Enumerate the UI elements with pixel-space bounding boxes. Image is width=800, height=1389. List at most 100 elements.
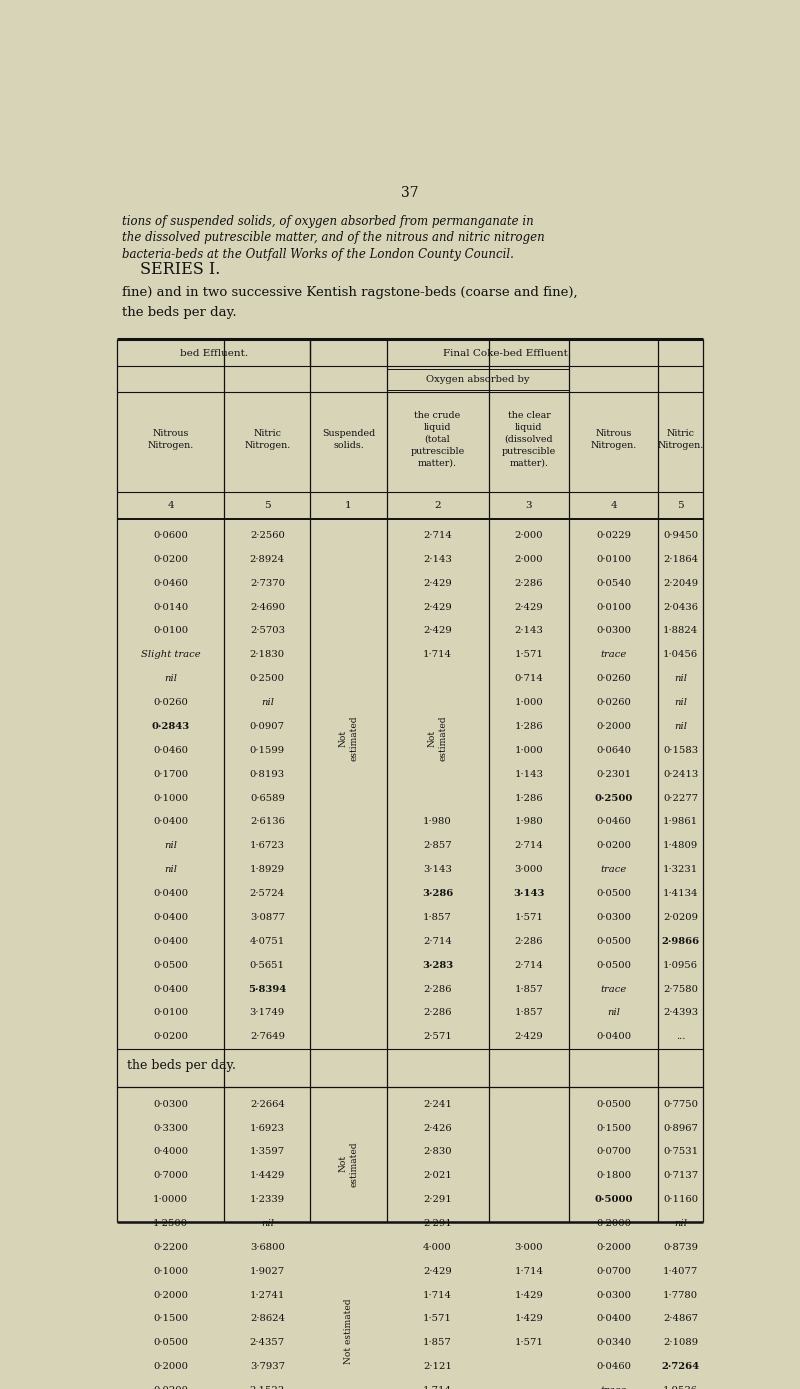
Text: 1·571: 1·571	[514, 1339, 543, 1347]
Text: 0·714: 0·714	[514, 674, 543, 683]
Text: Nitrogen.: Nitrogen.	[590, 440, 637, 450]
Text: 0·0300: 0·0300	[596, 1290, 631, 1300]
Text: 2·021: 2·021	[423, 1171, 452, 1181]
Text: 2·429: 2·429	[423, 626, 452, 636]
Text: Nitrous: Nitrous	[153, 429, 189, 438]
Text: Slight trace: Slight trace	[141, 650, 201, 660]
Text: 3·000: 3·000	[514, 865, 543, 874]
Text: 0·8193: 0·8193	[250, 770, 285, 779]
Text: 0·7000: 0·7000	[153, 1171, 188, 1181]
Text: 0·2200: 0·2200	[153, 1243, 188, 1251]
Text: 1·571: 1·571	[514, 913, 543, 922]
Text: 0·1700: 0·1700	[153, 770, 188, 779]
Text: nil: nil	[261, 1220, 274, 1228]
Text: 0·0260: 0·0260	[597, 674, 631, 683]
Text: 2·429: 2·429	[514, 603, 543, 611]
Text: 2·714: 2·714	[514, 961, 543, 970]
Text: 1·857: 1·857	[423, 913, 452, 922]
Text: liquid: liquid	[424, 422, 451, 432]
Text: 2·5724: 2·5724	[250, 889, 285, 899]
Text: 0·2500: 0·2500	[594, 793, 633, 803]
Text: 0·0300: 0·0300	[153, 1100, 188, 1108]
Text: 1·714: 1·714	[423, 650, 452, 660]
Text: 2·1830: 2·1830	[250, 650, 285, 660]
Text: 0·0100: 0·0100	[596, 603, 631, 611]
Text: 0·0200: 0·0200	[153, 1386, 188, 1389]
Text: matter).: matter).	[510, 458, 549, 468]
Text: 3·7937: 3·7937	[250, 1363, 285, 1371]
Text: 4·000: 4·000	[423, 1243, 452, 1251]
Text: 1·571: 1·571	[423, 1314, 452, 1324]
Text: 2·000: 2·000	[514, 531, 543, 540]
Text: 0·2277: 0·2277	[663, 793, 698, 803]
Text: 0·0500: 0·0500	[153, 961, 188, 970]
Text: 1·714: 1·714	[423, 1290, 452, 1300]
Text: 0·0907: 0·0907	[250, 722, 285, 731]
Text: 0·0100: 0·0100	[596, 554, 631, 564]
Text: trace: trace	[601, 865, 627, 874]
Text: 2·429: 2·429	[423, 1267, 452, 1275]
Text: 1·714: 1·714	[514, 1267, 543, 1275]
Text: 2·857: 2·857	[423, 842, 452, 850]
Text: solids.: solids.	[333, 440, 364, 450]
Text: 1·3231: 1·3231	[663, 865, 698, 874]
Text: 0·0300: 0·0300	[596, 626, 631, 636]
Text: 0·5000: 0·5000	[594, 1195, 633, 1204]
Text: 1·980: 1·980	[423, 818, 452, 826]
Text: 3·0877: 3·0877	[250, 913, 285, 922]
Text: 1·2500: 1·2500	[153, 1220, 188, 1228]
Text: 2·291: 2·291	[423, 1195, 452, 1204]
Text: 0·0400: 0·0400	[596, 1314, 631, 1324]
Text: the beds per day.: the beds per day.	[122, 306, 236, 318]
Text: 0·0400: 0·0400	[153, 985, 188, 993]
Text: 2·000: 2·000	[514, 554, 543, 564]
Text: 1·143: 1·143	[514, 770, 543, 779]
Text: 0·0460: 0·0460	[153, 579, 188, 588]
Text: 2·571: 2·571	[423, 1032, 452, 1042]
Text: 1·0456: 1·0456	[663, 650, 698, 660]
Text: 4·0751: 4·0751	[250, 936, 285, 946]
Text: 1·6723: 1·6723	[250, 842, 285, 850]
Text: 1·9027: 1·9027	[250, 1267, 285, 1275]
Text: 2·286: 2·286	[423, 1008, 452, 1017]
Text: 2·2560: 2·2560	[250, 531, 285, 540]
Text: 0·2301: 0·2301	[596, 770, 631, 779]
Text: 0·2000: 0·2000	[153, 1290, 188, 1300]
Text: Not
estimated: Not estimated	[338, 715, 358, 761]
Text: 3·283: 3·283	[422, 961, 453, 970]
Text: 2·7264: 2·7264	[662, 1363, 700, 1371]
Text: Nitrous: Nitrous	[596, 429, 632, 438]
Text: 2·1864: 2·1864	[663, 554, 698, 564]
Text: 0·7750: 0·7750	[663, 1100, 698, 1108]
Text: 0·0300: 0·0300	[596, 913, 631, 922]
Text: bacteria-beds at the Outfall Works of the London County Council.: bacteria-beds at the Outfall Works of th…	[122, 249, 514, 261]
Text: 0·8739: 0·8739	[663, 1243, 698, 1251]
Text: 2: 2	[434, 501, 441, 510]
Text: 2·143: 2·143	[423, 554, 452, 564]
Text: 0·0400: 0·0400	[153, 889, 188, 899]
Text: 1·000: 1·000	[514, 746, 543, 754]
Text: 1·980: 1·980	[514, 818, 543, 826]
Text: putrescible: putrescible	[502, 447, 556, 456]
Text: 3·000: 3·000	[514, 1243, 543, 1251]
Text: 1·6923: 1·6923	[250, 1124, 285, 1132]
Text: 1·857: 1·857	[514, 1008, 543, 1017]
Text: 3·143: 3·143	[513, 889, 545, 899]
Text: 0·0500: 0·0500	[596, 1100, 631, 1108]
Text: 0·0700: 0·0700	[596, 1267, 631, 1275]
Text: 2·2664: 2·2664	[250, 1100, 285, 1108]
Text: 2·5703: 2·5703	[250, 626, 285, 636]
Text: 1·4134: 1·4134	[663, 889, 698, 899]
Text: nil: nil	[674, 722, 687, 731]
Text: 2·9866: 2·9866	[662, 936, 700, 946]
Text: 0·0200: 0·0200	[596, 842, 631, 850]
Text: (total: (total	[425, 435, 450, 443]
Text: 1·9861: 1·9861	[663, 818, 698, 826]
Text: 2·286: 2·286	[423, 985, 452, 993]
Text: 1·4809: 1·4809	[663, 842, 698, 850]
Text: 0·0260: 0·0260	[597, 699, 631, 707]
Text: 1·0000: 1·0000	[153, 1195, 188, 1204]
Text: 0·2000: 0·2000	[596, 1220, 631, 1228]
Text: 5: 5	[264, 501, 270, 510]
Text: Nitric: Nitric	[254, 429, 282, 438]
